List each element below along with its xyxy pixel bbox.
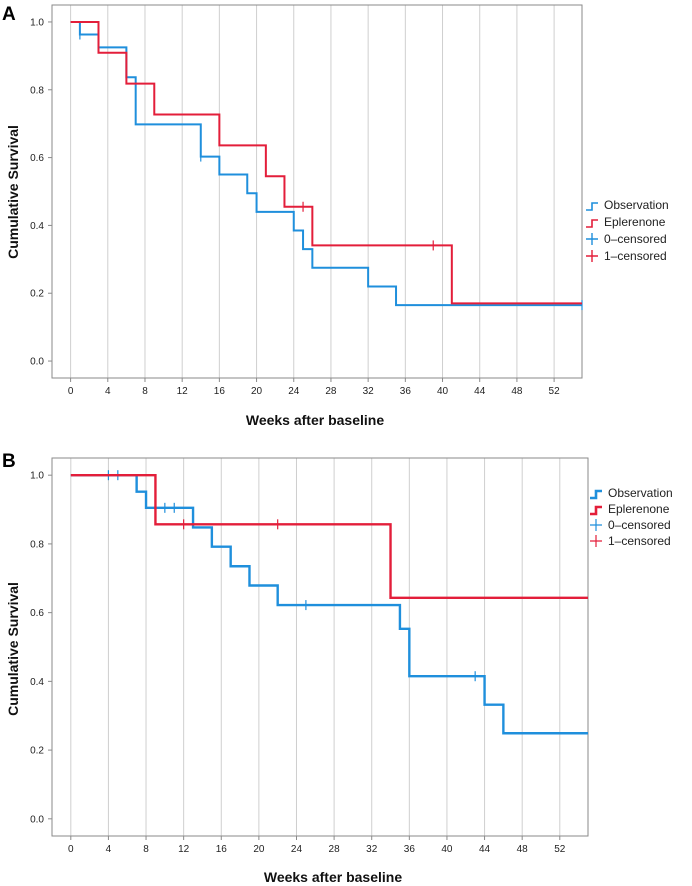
x-tick-label: 36	[400, 386, 412, 397]
x-tick-label: 52	[554, 844, 566, 855]
legend-label-0-censored: 0–censored	[608, 518, 671, 532]
x-tick-label: 16	[214, 386, 226, 397]
x-tick-label: 40	[437, 386, 449, 397]
x-tick-label: 24	[288, 386, 300, 397]
legend-item-1-censored: 1–censored	[590, 534, 671, 548]
y-tick-label: 0.8	[30, 85, 44, 96]
x-tick-label: 28	[325, 386, 337, 397]
x-tick-label: 12	[178, 844, 190, 855]
y-tick-label: 0.2	[30, 746, 44, 757]
legend-item-observation: Observation	[586, 198, 669, 212]
y-tick-label: 0.4	[30, 677, 44, 688]
x-tick-label: 0	[68, 386, 74, 397]
legend-item-0-censored: 0–censored	[586, 232, 667, 246]
x-tick-label: 0	[68, 844, 74, 855]
legend-label-observation: Observation	[608, 486, 673, 500]
panel-letter: B	[2, 451, 16, 472]
x-tick-label: 36	[404, 844, 416, 855]
x-tick-label: 12	[177, 386, 189, 397]
x-tick-label: 20	[253, 844, 265, 855]
legend-label-0-censored: 0–censored	[604, 232, 667, 246]
legend: Observation Eplerenone 0–censored 1–cens…	[590, 486, 673, 548]
x-tick-label: 4	[105, 386, 111, 397]
legend-label-eplerenone: Eplerenone	[604, 215, 666, 229]
km-curve-eplerenone	[70, 20, 582, 305]
legend-label-1-censored: 1–censored	[608, 534, 671, 548]
legend-item-observation: Observation	[590, 486, 673, 500]
x-tick-label: 20	[251, 386, 263, 397]
panel-b: B 0 4 8 12 16 20 24 28 32 36 40 44 48 520.00.20.40.60…	[2, 451, 673, 885]
y-axis-title: Cumulative Survival	[5, 125, 21, 259]
x-tick-label: 44	[474, 386, 486, 397]
x-tick-label: 32	[366, 844, 378, 855]
panel-a: A 0 4 8 12 16 20 24 28 32 36 40 44 48 520.00.20.40.60…	[2, 4, 669, 428]
legend-label-eplerenone: Eplerenone	[608, 502, 670, 516]
x-tick-label: 32	[363, 386, 375, 397]
km-curve-observation	[70, 473, 588, 735]
x-tick-label: 48	[517, 844, 529, 855]
x-tick-label: 16	[216, 844, 228, 855]
plot-frame	[51, 4, 583, 379]
x-tick-label: 44	[479, 844, 491, 855]
x-tick-label: 28	[329, 844, 341, 855]
y-tick-label: 0.0	[30, 814, 44, 825]
km-curve-eplerenone	[70, 473, 588, 600]
y-tick-label: 1.0	[30, 17, 44, 28]
legend-label-1-censored: 1–censored	[604, 249, 667, 263]
panel-letter: A	[2, 4, 16, 25]
x-tick-label: 52	[549, 386, 561, 397]
x-tick-label: 24	[291, 844, 303, 855]
y-axis-title: Cumulative Survival	[5, 582, 21, 716]
x-axis-title: Weeks after baseline	[264, 869, 402, 885]
legend-item-0-censored: 0–censored	[590, 518, 671, 532]
y-tick-label: 0.6	[30, 153, 44, 164]
y-tick-label: 0.2	[30, 289, 44, 300]
legend-item-eplerenone: Eplerenone	[590, 502, 670, 516]
legend: Observation Eplerenone 0–censored 1–cens…	[586, 198, 669, 263]
y-tick-label: 0.0	[30, 357, 44, 368]
y-tick-label: 0.4	[30, 221, 44, 232]
x-tick-label: 48	[511, 386, 523, 397]
legend-item-1-censored: 1–censored	[586, 249, 667, 263]
x-tick-label: 4	[106, 844, 112, 855]
km-curve-observation	[70, 20, 582, 307]
legend-item-eplerenone: Eplerenone	[586, 215, 666, 229]
y-tick-label: 0.6	[30, 608, 44, 619]
x-tick-label: 8	[143, 844, 149, 855]
y-tick-label: 0.8	[30, 539, 44, 550]
legend-label-observation: Observation	[604, 198, 669, 212]
x-axis-title: Weeks after baseline	[246, 412, 384, 428]
x-tick-label: 8	[142, 386, 148, 397]
x-tick-label: 40	[441, 844, 453, 855]
y-tick-label: 1.0	[30, 471, 44, 482]
plot-frame	[51, 457, 589, 837]
